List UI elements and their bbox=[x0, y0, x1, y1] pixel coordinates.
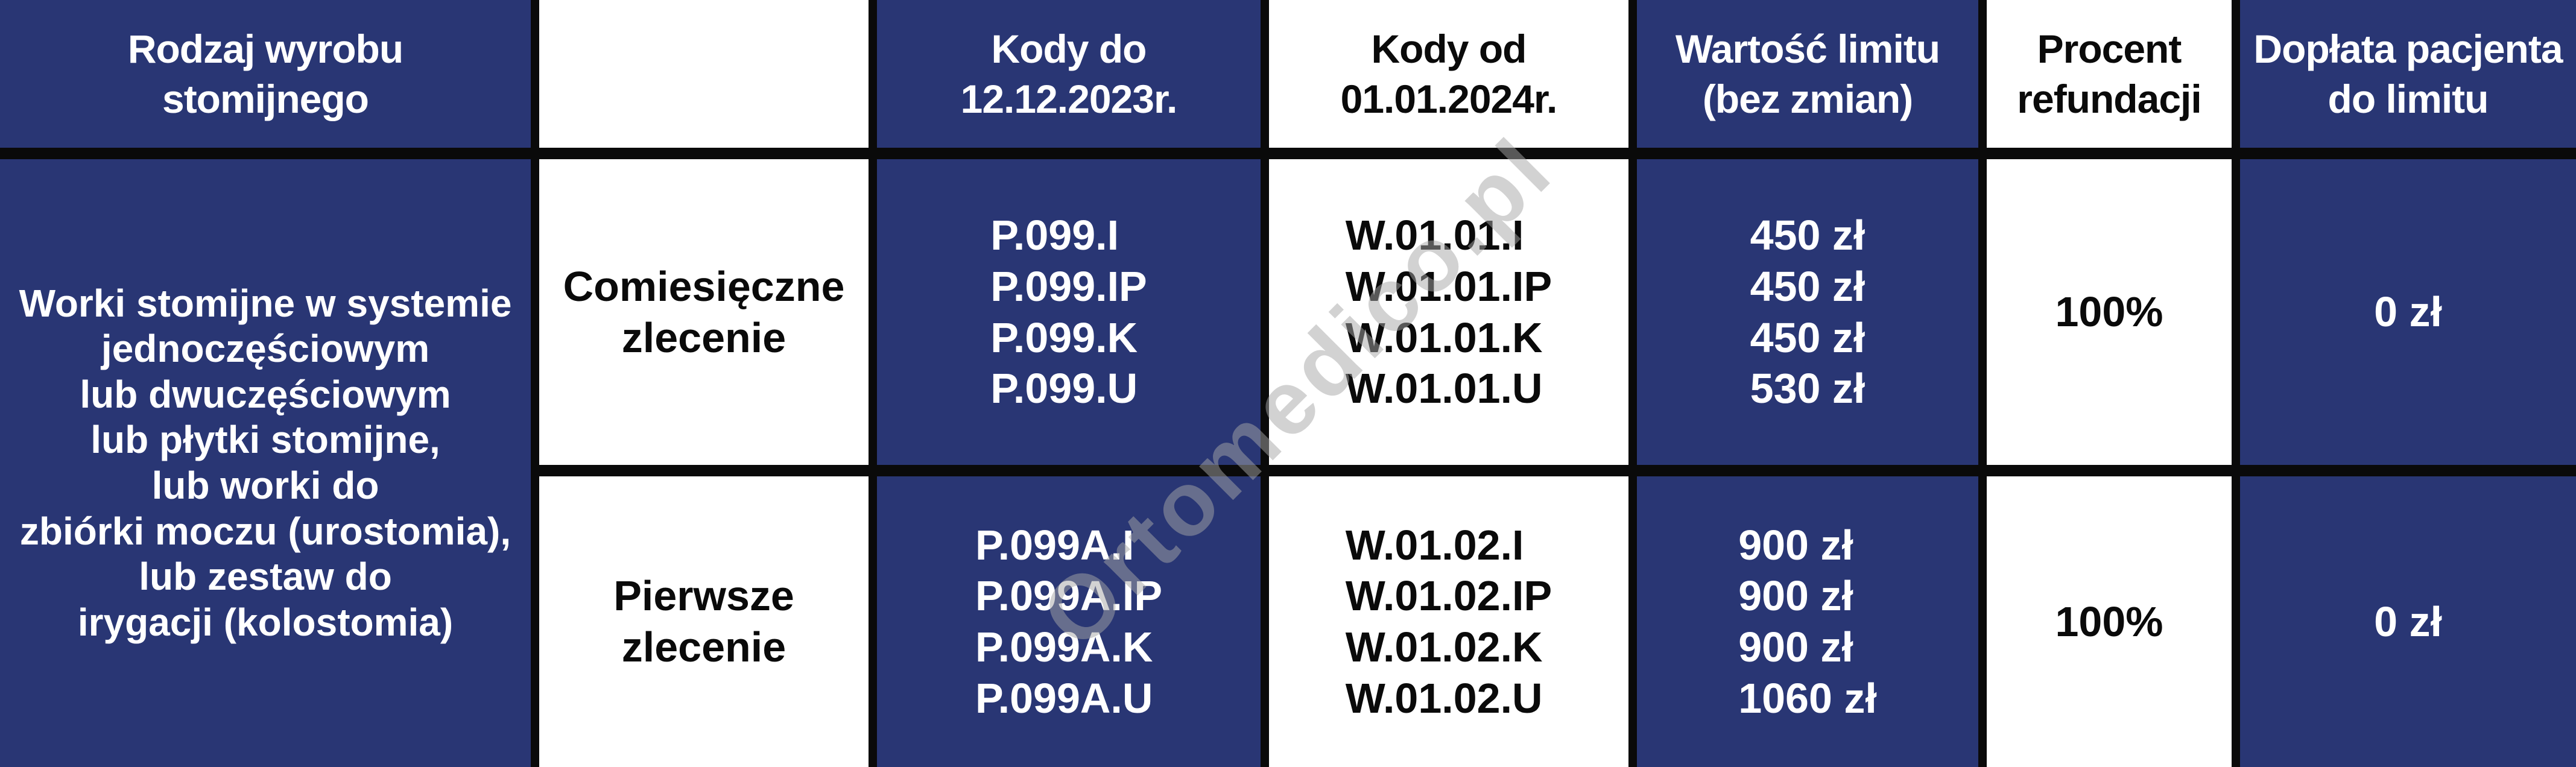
patient-copay-row2: 0 zł bbox=[2374, 598, 2442, 645]
product-group-text: Worki stomijne w systemie jednoczęściowy… bbox=[19, 281, 512, 644]
codes-old-cell-row2: P.099A.I P.099A.IP P.099A.K P.099A.U bbox=[877, 476, 1261, 767]
header-product-type-label: Rodzaj wyrobu stomijnego bbox=[127, 27, 403, 121]
codes-new-cell-row1: W.01.01.I W.01.01.IP W.01.01.K W.01.01.U bbox=[1269, 159, 1628, 465]
limit-values-cell-row1: 450 zł 450 zł 450 zł 530 zł bbox=[1637, 159, 1978, 465]
header-limit-value-label: Wartość limitu (bez zmian) bbox=[1675, 27, 1940, 121]
refund-percent-cell-row1: 100% bbox=[1987, 159, 2232, 465]
header-refund-percent-label: Procent refundacji bbox=[2017, 27, 2201, 121]
codes-new-cell-row2: W.01.02.I W.01.02.IP W.01.02.K W.01.02.U bbox=[1269, 476, 1628, 767]
order-type-row2: Pierwsze zlecenie bbox=[613, 572, 794, 671]
refund-percent-row2: 100% bbox=[2055, 598, 2163, 645]
order-type-cell-row1: Comiesięczne zlecenie bbox=[539, 159, 869, 465]
patient-copay-row1: 0 zł bbox=[2374, 288, 2442, 336]
codes-old-row1: P.099.I P.099.IP P.099.K P.099.U bbox=[990, 212, 1147, 412]
header-patient-copay-label: Dopłata pacjenta do limitu bbox=[2253, 27, 2563, 121]
order-type-cell-row2: Pierwsze zlecenie bbox=[539, 476, 869, 767]
codes-new-row2: W.01.02.I W.01.02.IP W.01.02.K W.01.02.U bbox=[1345, 521, 1552, 722]
codes-old-row2: P.099A.I P.099A.IP P.099A.K P.099A.U bbox=[975, 521, 1163, 722]
header-limit-value: Wartość limitu (bez zmian) bbox=[1637, 0, 1978, 148]
header-codes-from: Kody od 01.01.2024r. bbox=[1269, 0, 1628, 148]
refund-percent-cell-row2: 100% bbox=[1987, 476, 2232, 767]
limit-values-cell-row2: 900 zł 900 zł 900 zł 1060 zł bbox=[1637, 476, 1978, 767]
header-codes-from-label: Kody od 01.01.2024r. bbox=[1340, 27, 1558, 121]
header-codes-until: Kody do 12.12.2023r. bbox=[877, 0, 1261, 148]
patient-copay-cell-row1: 0 zł bbox=[2240, 159, 2576, 465]
order-type-row1: Comiesięczne zlecenie bbox=[563, 262, 845, 361]
limit-values-row1: 450 zł 450 zł 450 zł 530 zł bbox=[1750, 212, 1866, 412]
limit-values-row2: 900 zł 900 zł 900 zł 1060 zł bbox=[1738, 521, 1877, 722]
codes-old-cell-row1: P.099.I P.099.IP P.099.K P.099.U bbox=[877, 159, 1261, 465]
product-group-cell: Worki stomijne w systemie jednoczęściowy… bbox=[0, 159, 531, 767]
header-empty bbox=[539, 0, 869, 148]
patient-copay-cell-row2: 0 zł bbox=[2240, 476, 2576, 767]
header-patient-copay: Dopłata pacjenta do limitu bbox=[2240, 0, 2576, 148]
header-codes-until-label: Kody do 12.12.2023r. bbox=[960, 27, 1178, 121]
header-refund-percent: Procent refundacji bbox=[1987, 0, 2232, 148]
refund-percent-row1: 100% bbox=[2055, 288, 2163, 336]
header-product-type: Rodzaj wyrobu stomijnego bbox=[0, 0, 531, 148]
codes-new-row1: W.01.01.I W.01.01.IP W.01.01.K W.01.01.U bbox=[1345, 212, 1552, 412]
